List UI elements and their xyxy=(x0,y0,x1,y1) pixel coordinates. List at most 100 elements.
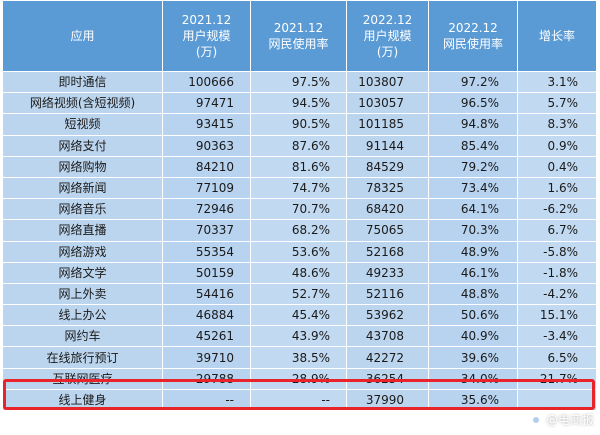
table-cell: 97471 xyxy=(162,92,251,115)
table-row: 网络直播 70337 68.2% 75065 70.3% 6.7% xyxy=(2,219,597,242)
table-cell: 52.7% xyxy=(250,282,347,306)
watermark: @电商报 xyxy=(528,411,594,428)
app-name-cell: 线上健身 xyxy=(2,388,163,412)
table-row: 网约车 45261 43.9% 43708 40.9% -3.4% xyxy=(2,325,597,348)
app-name-cell: 短视频 xyxy=(2,113,163,136)
table-cell: 45261 xyxy=(162,325,251,348)
table-cell: 52116 xyxy=(346,282,429,306)
table-cell: 68.2% xyxy=(250,219,347,242)
table-cell: 68420 xyxy=(346,198,429,221)
table-cell: 6.7% xyxy=(517,219,597,242)
table-cell xyxy=(517,388,597,412)
table-body: 即时通信 100666 97.5% 103807 97.2% 3.1% 网络视频(含短视频)… xyxy=(2,70,597,412)
column-header-line: 应用 xyxy=(70,29,95,43)
table-cell: 36254 xyxy=(346,367,429,390)
table-cell: 87.6% xyxy=(250,134,347,157)
table-cell: 5.7% xyxy=(517,92,597,115)
table-cell: -- xyxy=(250,388,347,412)
table-row: 互联网医疗 29788 28.9% 36254 34.0% 21.7% xyxy=(2,367,597,390)
table-cell: 81.6% xyxy=(250,155,347,178)
table-cell: 77109 xyxy=(162,176,251,200)
column-header-line: 2021.12 xyxy=(273,21,324,35)
table-cell: 0.9% xyxy=(517,134,597,157)
column-header-line: 2022.12 xyxy=(362,13,413,27)
app-name-cell: 网络游戏 xyxy=(2,240,163,263)
table-cell: 48.9% xyxy=(428,240,518,263)
table-cell: 43708 xyxy=(346,325,429,348)
table-cell: 72946 xyxy=(162,198,251,221)
table-cell: 8.3% xyxy=(517,113,597,136)
app-name-cell: 在线旅行预订 xyxy=(2,346,163,369)
table-cell: 101185 xyxy=(346,113,429,136)
column-header-line: (万) xyxy=(195,45,218,59)
table-cell: 64.1% xyxy=(428,198,518,221)
table-row: 网上外卖 54416 52.7% 52116 48.8% -4.2% xyxy=(2,282,597,306)
header-row: 应用 2021.12 用户规模 (万) 2021.12 网民使用率 2022.12 用户规模 (… xyxy=(2,0,597,72)
table-cell: 29788 xyxy=(162,367,251,390)
table-cell: 53962 xyxy=(346,304,429,327)
table-cell: 96.5% xyxy=(428,92,518,115)
table-row: 网络文学 50159 48.6% 49233 46.1% -1.8% xyxy=(2,261,597,284)
table-cell: 70.3% xyxy=(428,219,518,242)
table-row: 网络游戏 55354 53.6% 52168 48.9% -5.8% xyxy=(2,240,597,263)
app-usage-table: 应用 2021.12 用户规模 (万) 2021.12 网民使用率 2022.12 用户规模 (… xyxy=(2,0,597,412)
table-cell: 38.5% xyxy=(250,346,347,369)
table-cell: 1.6% xyxy=(517,176,597,200)
table-cell: 79.2% xyxy=(428,155,518,178)
table-cell: 97.2% xyxy=(428,70,518,94)
column-header-line: (万) xyxy=(376,45,399,59)
table-cell: 50159 xyxy=(162,261,251,284)
table-row: 网络视频(含短视频) 97471 94.5% 103057 96.5% 5.7% xyxy=(2,92,597,115)
table-cell: 48.6% xyxy=(250,261,347,284)
table-row: 即时通信 100666 97.5% 103807 97.2% 3.1% xyxy=(2,70,597,94)
table-row: 短视频 93415 90.5% 101185 94.8% 8.3% xyxy=(2,113,597,136)
app-name-cell: 网络文学 xyxy=(2,261,163,284)
table-cell: 85.4% xyxy=(428,134,518,157)
table-cell: 74.7% xyxy=(250,176,347,200)
table-row: 网络购物 84210 81.6% 84529 79.2% 0.4% xyxy=(2,155,597,178)
table-cell: 91144 xyxy=(346,134,429,157)
table-cell: 53.6% xyxy=(250,240,347,263)
column-header-3: 2022.12 用户规模 (万) xyxy=(346,0,429,72)
table-cell: -1.8% xyxy=(517,261,597,284)
table-cell: 84529 xyxy=(346,155,429,178)
table-cell: -5.8% xyxy=(517,240,597,263)
column-header-line: 增长率 xyxy=(538,29,575,43)
app-name-cell: 网络支付 xyxy=(2,134,163,157)
table-cell: -- xyxy=(162,388,251,412)
table-cell: 40.9% xyxy=(428,325,518,348)
column-header-line: 2022.12 xyxy=(448,21,498,35)
app-name-cell: 网络新闻 xyxy=(2,176,163,200)
table-cell: 39710 xyxy=(162,346,251,369)
table-cell: -6.2% xyxy=(517,198,597,221)
watermark-text: @电商报 xyxy=(545,413,594,427)
app-name-cell: 网络音乐 xyxy=(2,198,163,221)
table-cell: 43.9% xyxy=(250,325,347,348)
table-cell: 100666 xyxy=(162,70,251,94)
table-cell: 3.1% xyxy=(517,70,597,94)
table-cell: 15.1% xyxy=(517,304,597,327)
table-cell: 50.6% xyxy=(428,304,518,327)
table-cell: -4.2% xyxy=(517,282,597,306)
table-cell: 37990 xyxy=(346,388,429,412)
table-cell: 70.7% xyxy=(250,198,347,221)
column-header-1: 2021.12 用户规模 (万) xyxy=(162,0,251,72)
table-cell: 93415 xyxy=(162,113,251,136)
table-cell: 48.8% xyxy=(428,282,518,306)
brand-logo-icon xyxy=(528,412,543,427)
table-cell: 52168 xyxy=(346,240,429,263)
table-row: 在线旅行预订 39710 38.5% 42272 39.6% 6.5% xyxy=(2,346,597,369)
table-row: 网络音乐 72946 70.7% 68420 64.1% -6.2% xyxy=(2,198,597,221)
table-row: 线上办公 46884 45.4% 53962 50.6% 15.1% xyxy=(2,304,597,327)
column-header-line: 用户规模 xyxy=(363,29,412,43)
app-name-cell: 互联网医疗 xyxy=(2,367,163,390)
app-name-cell: 即时通信 xyxy=(2,70,163,94)
table-cell: 54416 xyxy=(162,282,251,306)
app-name-cell: 网络视频(含短视频) xyxy=(2,92,163,115)
table-row: 网络支付 90363 87.6% 91144 85.4% 0.9% xyxy=(2,134,597,157)
app-name-cell: 线上办公 xyxy=(2,304,163,327)
table-cell: 97.5% xyxy=(250,70,347,94)
column-header-line: 网民使用率 xyxy=(268,37,329,51)
table-cell: 21.7% xyxy=(517,367,597,390)
